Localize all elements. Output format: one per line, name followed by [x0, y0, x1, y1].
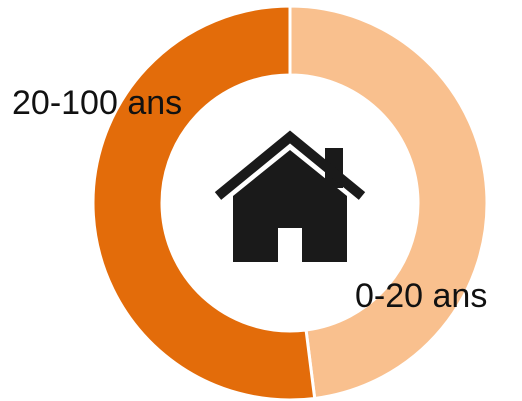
slice-label: 20-100 ans [12, 84, 182, 122]
house-icon [214, 130, 366, 262]
labels: 0-20 ans 20-100 ans [12, 84, 487, 315]
slice [288, 4, 489, 401]
slice [91, 4, 317, 401]
slices [91, 4, 489, 401]
slice-label: 0-20 ans [355, 277, 487, 315]
